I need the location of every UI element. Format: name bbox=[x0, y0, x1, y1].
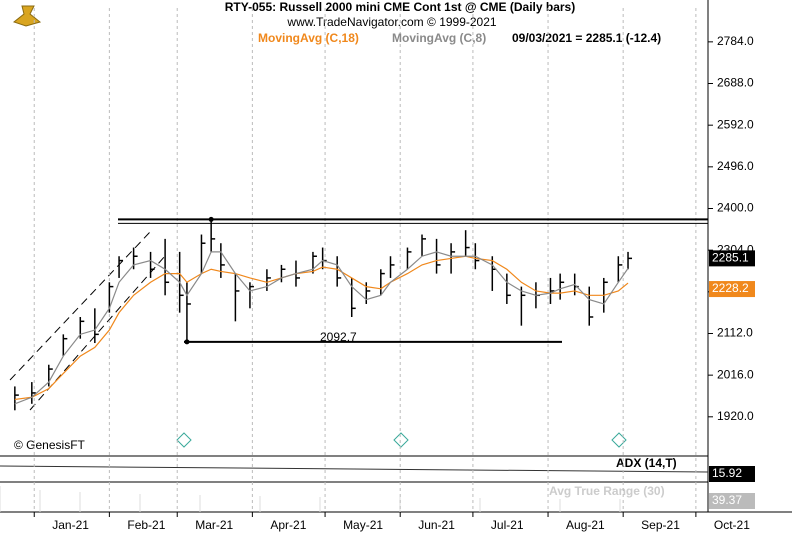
channel-line bbox=[9, 231, 151, 381]
atr-label: Avg True Range (30) bbox=[549, 484, 665, 498]
y-tick-label: 2784.0 bbox=[717, 34, 754, 48]
value-label: 2228.2 bbox=[712, 281, 749, 295]
moving-average-line bbox=[14, 251, 629, 405]
high-marker bbox=[208, 216, 214, 222]
y-tick-label: 2400.0 bbox=[717, 201, 754, 215]
x-tick-label: Jan-21 bbox=[52, 518, 89, 532]
x-tick-label: Mar-21 bbox=[195, 518, 233, 532]
x-tick-label: Jun-21 bbox=[418, 518, 455, 532]
legend-entry: MovingAvg (C,8) bbox=[392, 31, 486, 45]
support-label: 2092.7 bbox=[320, 330, 357, 344]
channel-line bbox=[29, 255, 166, 411]
adx-label: ADX (14,T) bbox=[616, 456, 677, 470]
x-tick-label: Sep-21 bbox=[641, 518, 680, 532]
moving-average-line bbox=[14, 255, 629, 401]
y-tick-label: 2016.0 bbox=[717, 367, 754, 381]
x-tick-label: Oct-21 bbox=[714, 518, 750, 532]
y-tick-label: 2688.0 bbox=[717, 76, 754, 90]
value-box bbox=[709, 493, 755, 509]
atr-bars bbox=[0, 486, 621, 512]
y-tick-label: 2112.0 bbox=[717, 326, 753, 340]
value-label: 2285.1 bbox=[712, 251, 749, 265]
legend-entry: MovingAvg (C,18) bbox=[258, 31, 359, 45]
value-box bbox=[709, 466, 755, 482]
x-tick-label: Aug-21 bbox=[566, 518, 605, 532]
value-label: 39.37 bbox=[712, 493, 742, 507]
value-label: 15.92 bbox=[712, 466, 742, 480]
x-tick-label: Feb-21 bbox=[127, 518, 165, 532]
status: 09/03/2021 = 2285.1 (-12.4) bbox=[512, 31, 661, 45]
chart-subtitle: www.TradeNavigator.com © 1999-2021 bbox=[286, 15, 496, 29]
chart-title: RTY-055: Russell 2000 mini CME Cont 1st … bbox=[225, 0, 575, 14]
x-tick-label: Jul-21 bbox=[491, 518, 524, 532]
event-icons bbox=[176, 432, 627, 448]
y-tick-label: 2592.0 bbox=[717, 117, 754, 131]
copyright: © GenesisFT bbox=[14, 438, 86, 452]
adx-line bbox=[0, 465, 709, 473]
value-box bbox=[709, 250, 755, 267]
y-tick-label: 1920.0 bbox=[717, 409, 754, 423]
y-tick-label: 2496.0 bbox=[717, 159, 754, 173]
value-box bbox=[709, 281, 755, 298]
x-tick-label: Apr-21 bbox=[270, 518, 306, 532]
logo bbox=[12, 5, 42, 27]
x-tick-label: May-21 bbox=[343, 518, 383, 532]
low-marker bbox=[184, 339, 190, 345]
